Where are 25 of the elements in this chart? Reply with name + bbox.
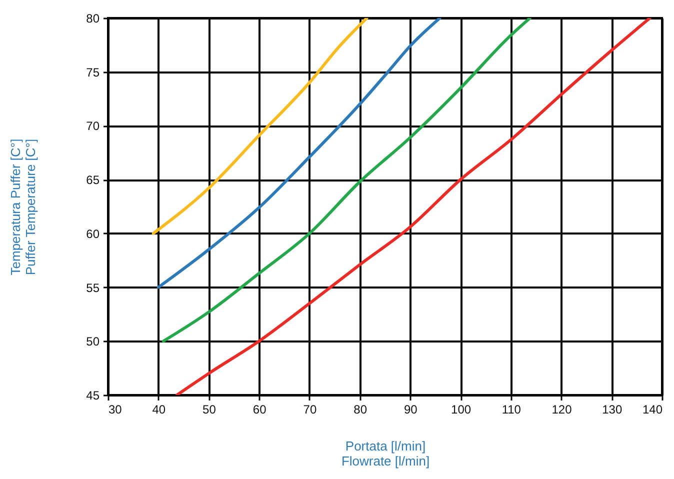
y-tick-label: 70	[86, 119, 100, 134]
y-tick-label: 80	[86, 12, 100, 26]
y-axis-title: Temperatura Puffer [C°] Puffer Temperature [C°]	[8, 138, 38, 276]
x-tick-label: 30	[108, 402, 122, 416]
x-tick-label: 70	[303, 402, 317, 416]
y-tick-label: 65	[86, 173, 100, 188]
line-series	[156, 18, 442, 289]
x-tick-label: 130	[602, 402, 622, 416]
x-tick-label: 110	[502, 402, 522, 416]
x-tick-label: 80	[354, 402, 368, 416]
line-series	[162, 18, 532, 343]
x-tick-label: 60	[252, 402, 267, 416]
y-tick-label: 45	[86, 388, 100, 402]
x-tick-label: 140	[642, 402, 663, 416]
x-tick-label: 50	[202, 402, 216, 416]
y-tick-label: 75	[86, 65, 100, 80]
y-tick-label: 60	[86, 226, 100, 241]
x-axis-title: Portata [l/min] Flowrate [l/min]	[341, 438, 430, 468]
x-tick-label: 120	[552, 402, 572, 416]
y-tick-label: 55	[86, 280, 100, 295]
line-series	[152, 18, 368, 235]
x-tick-label: 100	[451, 402, 472, 416]
x-tick-label: 90	[404, 402, 418, 416]
x-tick-label: 40	[152, 402, 166, 416]
y-tick-label: 50	[86, 334, 100, 349]
